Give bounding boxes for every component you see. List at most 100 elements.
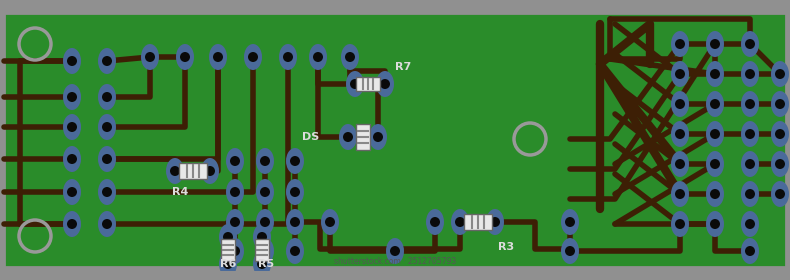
Circle shape [67, 122, 77, 132]
Ellipse shape [771, 151, 789, 177]
Ellipse shape [771, 181, 789, 207]
Circle shape [675, 129, 685, 139]
Ellipse shape [226, 238, 244, 264]
Circle shape [710, 189, 720, 199]
Ellipse shape [226, 209, 244, 235]
Ellipse shape [98, 179, 116, 205]
Circle shape [745, 69, 755, 79]
Ellipse shape [219, 251, 237, 277]
Circle shape [223, 259, 233, 269]
Ellipse shape [244, 44, 262, 70]
Text: R5: R5 [258, 259, 274, 269]
Ellipse shape [706, 181, 724, 207]
Circle shape [180, 52, 190, 62]
Ellipse shape [63, 211, 81, 237]
Ellipse shape [741, 238, 759, 264]
Circle shape [170, 166, 180, 176]
Ellipse shape [286, 179, 304, 205]
Ellipse shape [286, 238, 304, 264]
Ellipse shape [561, 209, 579, 235]
Ellipse shape [256, 238, 274, 264]
Ellipse shape [166, 158, 184, 184]
Circle shape [675, 159, 685, 169]
Circle shape [102, 154, 112, 164]
Text: DS: DS [302, 132, 319, 142]
Ellipse shape [63, 146, 81, 172]
Bar [464, 214, 492, 230]
Circle shape [230, 246, 240, 256]
Text: R6: R6 [220, 259, 236, 269]
Circle shape [775, 159, 785, 169]
Ellipse shape [309, 44, 327, 70]
Circle shape [675, 189, 685, 199]
Circle shape [775, 69, 785, 79]
Circle shape [565, 246, 575, 256]
Circle shape [455, 217, 465, 227]
Ellipse shape [706, 61, 724, 87]
Ellipse shape [226, 179, 244, 205]
Ellipse shape [341, 44, 359, 70]
Ellipse shape [386, 238, 404, 264]
Ellipse shape [741, 151, 759, 177]
Circle shape [102, 219, 112, 229]
Text: R4: R4 [172, 187, 188, 197]
Ellipse shape [253, 251, 271, 277]
Bar [221, 239, 235, 261]
Circle shape [67, 219, 77, 229]
Ellipse shape [226, 148, 244, 174]
Circle shape [290, 217, 300, 227]
Circle shape [260, 187, 270, 197]
Ellipse shape [141, 44, 159, 70]
Circle shape [145, 52, 155, 62]
Ellipse shape [339, 124, 357, 150]
Ellipse shape [561, 238, 579, 264]
Circle shape [223, 232, 233, 242]
Circle shape [67, 187, 77, 197]
Ellipse shape [771, 121, 789, 147]
Circle shape [350, 79, 360, 89]
Ellipse shape [451, 209, 469, 235]
Ellipse shape [63, 179, 81, 205]
Circle shape [290, 246, 300, 256]
Circle shape [102, 92, 112, 102]
Circle shape [380, 79, 390, 89]
Bar [179, 163, 207, 179]
Circle shape [213, 52, 223, 62]
Ellipse shape [63, 84, 81, 110]
Circle shape [745, 39, 755, 49]
Circle shape [290, 156, 300, 166]
Ellipse shape [63, 114, 81, 140]
Circle shape [102, 122, 112, 132]
Circle shape [745, 129, 755, 139]
Ellipse shape [671, 211, 689, 237]
Circle shape [248, 52, 258, 62]
Circle shape [565, 217, 575, 227]
Circle shape [775, 189, 785, 199]
Ellipse shape [671, 31, 689, 57]
Ellipse shape [98, 48, 116, 74]
Ellipse shape [741, 211, 759, 237]
Ellipse shape [219, 224, 237, 250]
Ellipse shape [671, 151, 689, 177]
Circle shape [675, 99, 685, 109]
Circle shape [230, 156, 240, 166]
Ellipse shape [486, 209, 504, 235]
Ellipse shape [771, 91, 789, 117]
Ellipse shape [741, 181, 759, 207]
Ellipse shape [671, 121, 689, 147]
Ellipse shape [98, 211, 116, 237]
Ellipse shape [706, 91, 724, 117]
Ellipse shape [286, 148, 304, 174]
Circle shape [260, 217, 270, 227]
Circle shape [67, 56, 77, 66]
Circle shape [102, 56, 112, 66]
Ellipse shape [706, 151, 724, 177]
Ellipse shape [741, 91, 759, 117]
Ellipse shape [256, 148, 274, 174]
Circle shape [745, 219, 755, 229]
Ellipse shape [706, 121, 724, 147]
Circle shape [775, 99, 785, 109]
Circle shape [257, 259, 267, 269]
Ellipse shape [671, 91, 689, 117]
Ellipse shape [321, 209, 339, 235]
